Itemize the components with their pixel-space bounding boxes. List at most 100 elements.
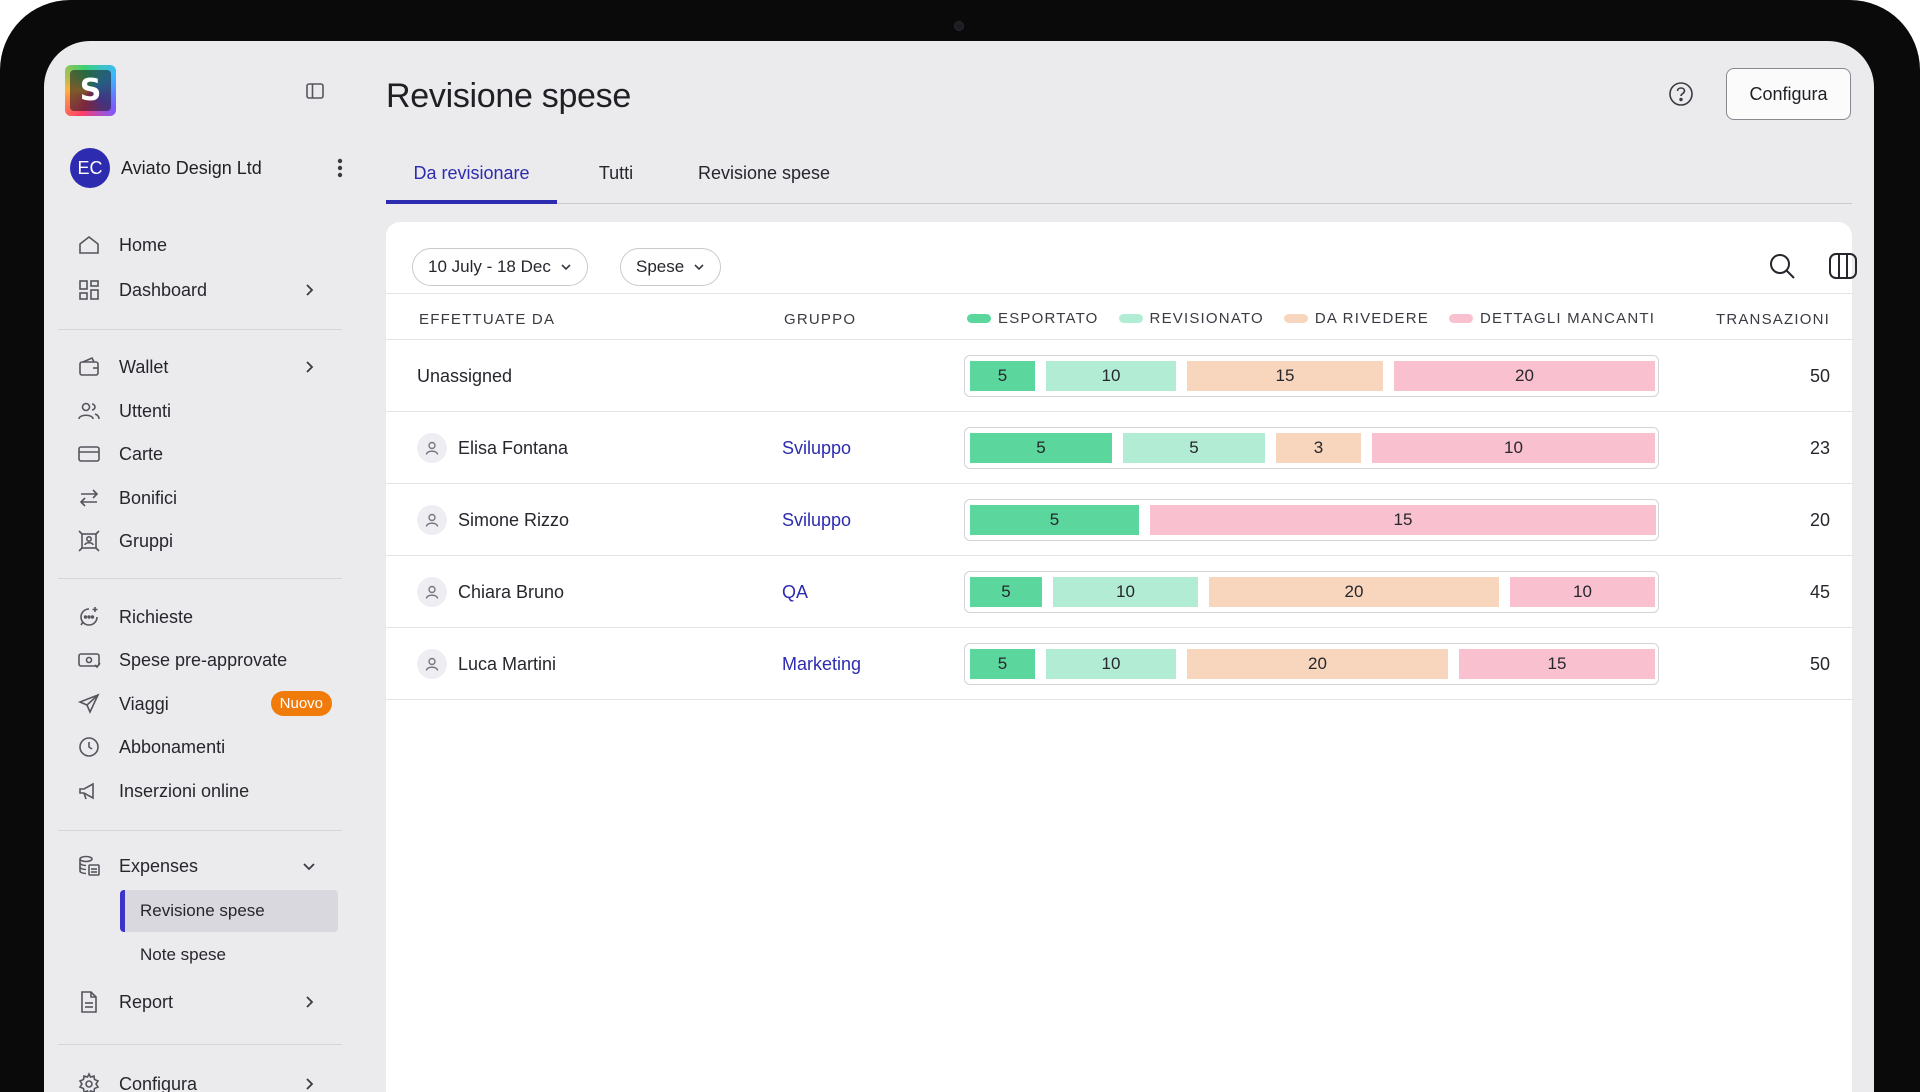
megaphone-icon: [76, 778, 102, 804]
credit-card-icon: [76, 441, 102, 467]
sidebar-item-subscriptions[interactable]: Abbonamenti: [76, 729, 332, 765]
row-group-link[interactable]: Sviluppo: [782, 437, 852, 458]
sidebar-item-home[interactable]: Home: [76, 227, 332, 263]
user-icon: [417, 577, 447, 607]
app-screen: S EC Aviato Design Ltd Home Dashboard: [44, 41, 1874, 1092]
legend-label: DETTAGLI MANCANTI: [1479, 310, 1656, 327]
sidebar: S EC Aviato Design Ltd Home Dashboard: [44, 41, 344, 1092]
sidebar-item-users[interactable]: Uttenti: [76, 393, 332, 429]
status-bar[interactable]: 5 10 20 15: [964, 643, 1659, 685]
status-segment: 5: [970, 505, 1139, 535]
table-row[interactable]: Simone Rizzo Sviluppo 5 15 20: [386, 484, 1852, 556]
table-row[interactable]: Luca Martini Marketing 5 10 20 15 50: [386, 628, 1852, 700]
column-header-group: GRUPPO: [784, 311, 857, 328]
expenses-stack-icon: [76, 853, 102, 879]
sidebar-item-cards[interactable]: Carte: [76, 436, 332, 472]
sidebar-item-label: Viaggi: [119, 693, 169, 714]
chevron-right-icon: [306, 284, 314, 296]
status-segment: 5: [970, 649, 1035, 679]
date-range-filter[interactable]: 10 July - 18 Dec: [412, 248, 588, 286]
user-icon: [417, 505, 447, 535]
groups-icon: [76, 528, 102, 554]
status-segment: 5: [970, 577, 1042, 607]
row-group-link[interactable]: Marketing: [782, 653, 862, 674]
org-avatar: EC: [70, 148, 110, 188]
sidebar-item-label: Richieste: [119, 606, 194, 627]
sidebar-item-dashboard[interactable]: Dashboard: [76, 272, 332, 308]
legend-swatch: [1118, 314, 1143, 323]
legend-label: REVISIONATO: [1149, 310, 1264, 327]
status-segment: 10: [1372, 433, 1655, 463]
tab-expense-review[interactable]: Revisione spese: [697, 163, 831, 183]
user-icon: [417, 433, 447, 463]
sidebar-item-label: Configura: [119, 1073, 198, 1092]
status-segment: 15: [1459, 649, 1655, 679]
legend-swatch: [1448, 314, 1473, 323]
row-transaction-count: 23: [1809, 437, 1830, 458]
status-segment: 10: [1053, 577, 1198, 607]
sidebar-toggle-icon[interactable]: [305, 81, 325, 101]
column-header-transactions: TRANSAZIONI: [1715, 311, 1830, 328]
wallet-icon: [76, 354, 102, 380]
row-group-link[interactable]: Sviluppo: [782, 509, 852, 530]
row-submitter: Unassigned: [417, 340, 512, 412]
status-legend: ESPORTATO REVISIONATO DA RIVEDERE DETTAG…: [967, 310, 1675, 327]
legend-swatch: [967, 314, 991, 323]
new-badge: Nuovo: [270, 691, 332, 716]
sidebar-item-preapproved[interactable]: Spese pre-approvate: [76, 642, 332, 678]
configure-button[interactable]: Configura: [1726, 68, 1851, 120]
sidebar-item-report[interactable]: Report: [76, 984, 332, 1020]
sidebar-subitem-expense-notes[interactable]: Note spese: [140, 945, 226, 964]
sidebar-item-configure[interactable]: Configura: [76, 1066, 332, 1092]
legend-label: ESPORTATO: [998, 310, 1099, 327]
row-transaction-count: 20: [1809, 509, 1830, 530]
org-switcher[interactable]: EC Aviato Design Ltd: [70, 148, 343, 188]
chevron-right-icon: [306, 361, 314, 373]
column-header-by: EFFETTUATE DA: [419, 311, 556, 328]
document-icon: [76, 989, 102, 1015]
gear-icon: [76, 1071, 102, 1092]
row-submitter: Elisa Fontana: [417, 412, 568, 484]
sidebar-item-wallet[interactable]: Wallet: [76, 349, 332, 385]
sidebar-divider: [58, 329, 342, 330]
tab-all[interactable]: Tutti: [598, 163, 634, 183]
sidebar-item-online-ads[interactable]: Inserzioni online: [76, 773, 332, 809]
users-icon: [76, 398, 102, 424]
chevron-right-icon: [306, 996, 314, 1008]
sidebar-item-transfers[interactable]: Bonifici: [76, 480, 332, 516]
table-row[interactable]: Unassigned 5 10 15 20 50: [386, 340, 1852, 412]
row-submitter: Simone Rizzo: [417, 484, 569, 556]
help-icon[interactable]: [1667, 80, 1695, 108]
app-logo[interactable]: S: [65, 65, 116, 116]
table-row[interactable]: Elisa Fontana Sviluppo 5 5 3 10 23: [386, 412, 1852, 484]
type-filter[interactable]: Spese: [620, 248, 722, 286]
row-group-link[interactable]: QA: [782, 581, 809, 602]
status-bar[interactable]: 5 10 20 10: [964, 571, 1659, 613]
table-header: EFFETTUATE DA GRUPPO ESPORTATO REVISIONA…: [386, 293, 1852, 340]
status-segment: 10: [1046, 649, 1176, 679]
tab-bar: Da revisionare Tutti Revisione spese: [386, 157, 1852, 204]
sidebar-item-travel[interactable]: Viaggi Nuovo: [76, 686, 332, 722]
row-submitter-name: Unassigned: [417, 365, 513, 386]
sidebar-subitem-expense-review[interactable]: Revisione spese: [120, 890, 338, 932]
more-vertical-icon[interactable]: [336, 156, 344, 180]
legend-item: DETTAGLI MANCANTI: [1448, 310, 1656, 327]
sidebar-item-groups[interactable]: Gruppi: [76, 523, 332, 559]
columns-icon[interactable]: [1828, 251, 1858, 281]
row-transaction-count: 50: [1809, 653, 1830, 674]
status-bar[interactable]: 5 15: [964, 499, 1659, 541]
search-icon[interactable]: [1767, 251, 1797, 281]
sidebar-item-label: Expenses: [119, 855, 199, 876]
sidebar-item-expenses[interactable]: Expenses: [76, 848, 332, 884]
row-submitter-name: Simone Rizzo: [458, 509, 570, 530]
sidebar-item-label: Home: [119, 234, 168, 255]
sidebar-item-requests[interactable]: Richieste: [76, 599, 332, 635]
row-transaction-count: 45: [1809, 581, 1830, 602]
sidebar-item-label: Inserzioni online: [119, 780, 250, 801]
chat-request-icon: [76, 604, 102, 630]
dashboard-icon: [76, 277, 102, 303]
table-row[interactable]: Chiara Bruno QA 5 10 20 10 45: [386, 556, 1852, 628]
status-bar[interactable]: 5 5 3 10: [964, 427, 1659, 469]
status-bar[interactable]: 5 10 15 20: [964, 355, 1659, 397]
tab-to-review[interactable]: Da revisionare: [386, 157, 557, 204]
